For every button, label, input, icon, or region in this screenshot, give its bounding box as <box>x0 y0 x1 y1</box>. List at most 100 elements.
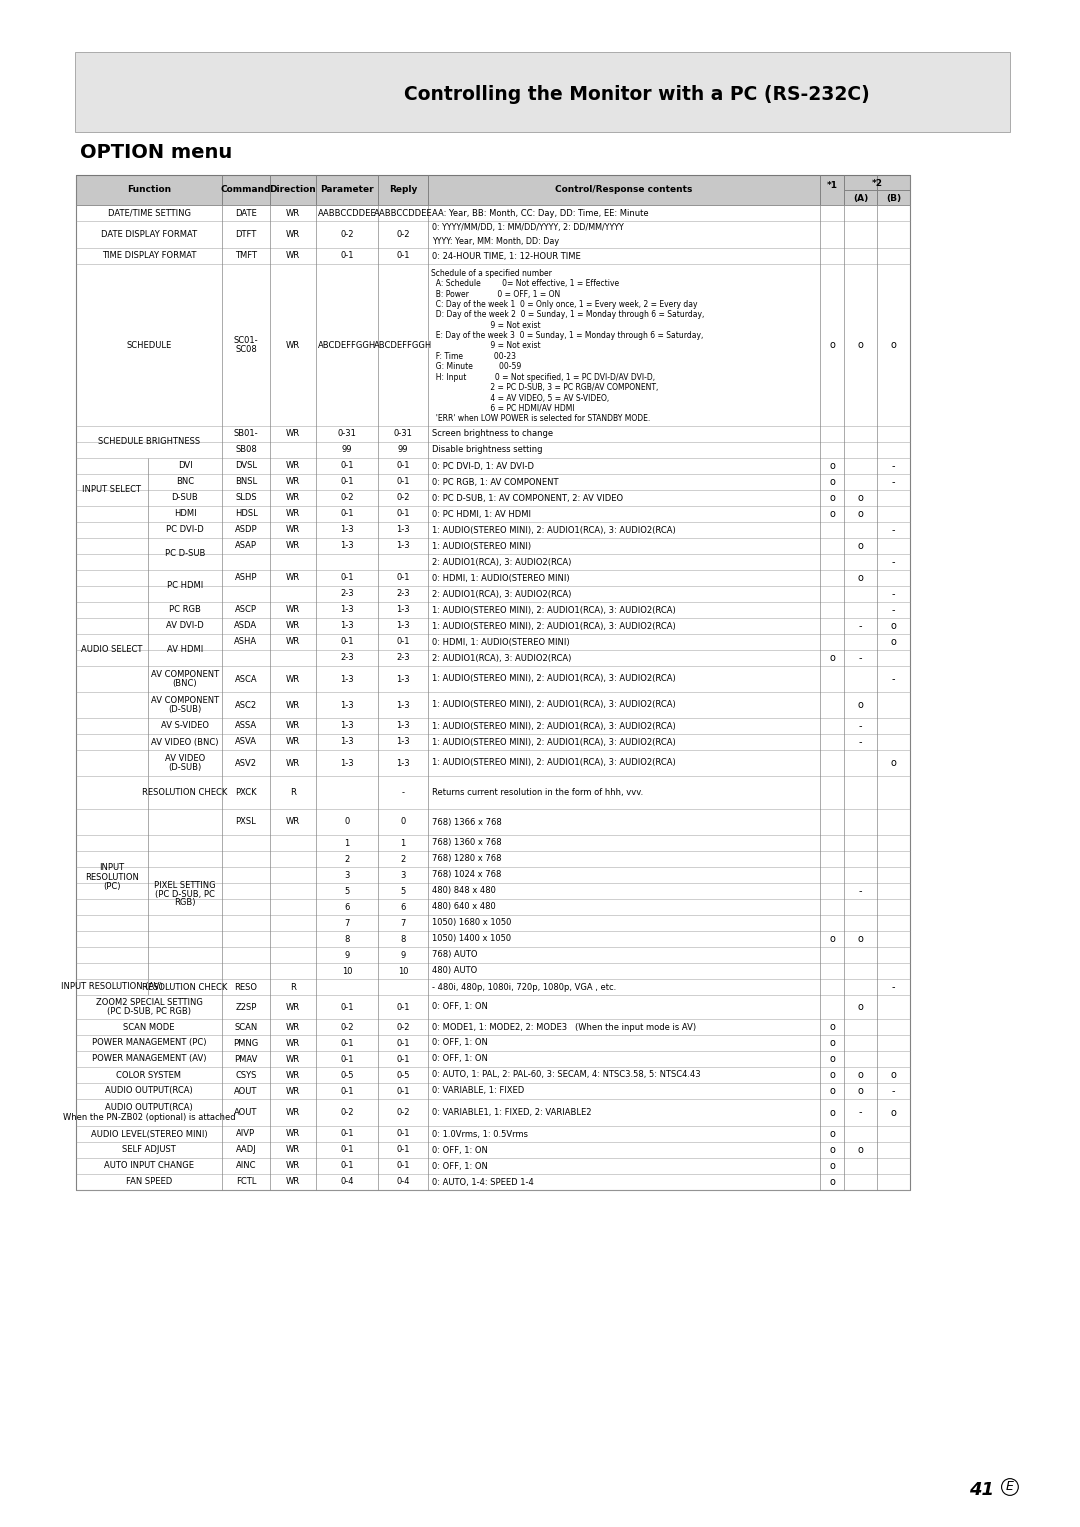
Text: SB01-: SB01- <box>233 429 258 438</box>
Text: 0: OFF, 1: ON: 0: OFF, 1: ON <box>432 1145 488 1154</box>
Text: 5: 5 <box>345 887 350 895</box>
Text: TMFT: TMFT <box>235 252 257 261</box>
Text: 4 = AV VIDEO, 5 = AV S-VIDEO,: 4 = AV VIDEO, 5 = AV S-VIDEO, <box>431 394 609 403</box>
Text: WR: WR <box>286 1070 300 1080</box>
Text: ASAP: ASAP <box>235 542 257 551</box>
Text: ABCDEFFGGH: ABCDEFFGGH <box>374 341 432 350</box>
Text: Parameter: Parameter <box>320 185 374 194</box>
Text: C: Day of the week 1  0 = Only once, 1 = Every week, 2 = Every day: C: Day of the week 1 0 = Only once, 1 = … <box>431 299 698 308</box>
Text: 2: 2 <box>345 855 350 863</box>
Text: B: Power            0 = OFF, 1 = ON: B: Power 0 = OFF, 1 = ON <box>431 290 561 298</box>
Text: PC D-SUB: PC D-SUB <box>165 550 205 559</box>
Text: 1-3: 1-3 <box>396 675 409 684</box>
Text: (D-SUB): (D-SUB) <box>168 764 202 773</box>
Text: PXCK: PXCK <box>235 788 257 797</box>
Text: WR: WR <box>286 1177 300 1186</box>
Text: COLOR SYSTEM: COLOR SYSTEM <box>117 1070 181 1080</box>
Text: 9: 9 <box>345 950 350 959</box>
Text: ASCP: ASCP <box>235 606 257 614</box>
Text: 0-1: 0-1 <box>340 1055 354 1063</box>
Text: o: o <box>858 699 863 710</box>
Text: WR: WR <box>286 574 300 582</box>
Text: SLDS: SLDS <box>235 493 257 502</box>
Text: INPUT RESOLUTION (AV): INPUT RESOLUTION (AV) <box>62 982 163 991</box>
Text: 0-1: 0-1 <box>396 637 409 646</box>
Text: WR: WR <box>286 637 300 646</box>
Bar <box>76 176 910 1190</box>
Text: WR: WR <box>286 231 300 240</box>
Text: AUDIO OUTPUT(RCA): AUDIO OUTPUT(RCA) <box>105 1087 193 1095</box>
Text: 0-1: 0-1 <box>340 637 354 646</box>
Text: 0-31: 0-31 <box>393 429 413 438</box>
Text: 480) AUTO: 480) AUTO <box>432 967 477 976</box>
Text: AV COMPONENT: AV COMPONENT <box>151 696 219 705</box>
Text: DVI: DVI <box>178 461 192 470</box>
Text: H: Input            0 = Not specified, 1 = PC DVI-D/AV DVI-D,: H: Input 0 = Not specified, 1 = PC DVI-D… <box>431 373 656 382</box>
Text: 0-1: 0-1 <box>340 510 354 519</box>
Text: 0: OFF, 1: ON: 0: OFF, 1: ON <box>432 1003 488 1011</box>
Text: 6: 6 <box>401 902 406 912</box>
Text: 2: AUDIO1(RCA), 3: AUDIO2(RCA): 2: AUDIO1(RCA), 3: AUDIO2(RCA) <box>432 557 571 567</box>
Text: AV S-VIDEO: AV S-VIDEO <box>161 721 210 730</box>
Text: AV VIDEO: AV VIDEO <box>165 754 205 764</box>
Text: o: o <box>891 637 896 647</box>
Text: 2: AUDIO1(RCA), 3: AUDIO2(RCA): 2: AUDIO1(RCA), 3: AUDIO2(RCA) <box>432 589 571 599</box>
Text: Command: Command <box>220 185 271 194</box>
Text: 0: 1.0Vrms, 1: 0.5Vrms: 0: 1.0Vrms, 1: 0.5Vrms <box>432 1130 528 1139</box>
Text: YYYY: Year, MM: Month, DD: Day: YYYY: Year, MM: Month, DD: Day <box>432 237 559 246</box>
Text: 1-3: 1-3 <box>340 606 354 614</box>
Text: 0-1: 0-1 <box>396 461 409 470</box>
Text: -: - <box>402 788 405 797</box>
Text: o: o <box>829 1128 835 1139</box>
Text: 0-1: 0-1 <box>396 574 409 582</box>
Text: Disable brightness setting: Disable brightness setting <box>432 446 542 455</box>
Text: 9: 9 <box>401 950 406 959</box>
Text: 1: 1 <box>345 838 350 847</box>
Text: Direction: Direction <box>270 185 316 194</box>
Text: 768) 1024 x 768: 768) 1024 x 768 <box>432 870 501 880</box>
Text: 9 = Not exist: 9 = Not exist <box>431 321 541 330</box>
Text: 1050) 1400 x 1050: 1050) 1400 x 1050 <box>432 935 511 944</box>
Text: -: - <box>892 673 895 684</box>
Text: 1: AUDIO(STEREO MINI), 2: AUDIO1(RCA), 3: AUDIO2(RCA): 1: AUDIO(STEREO MINI), 2: AUDIO1(RCA), 3… <box>432 525 676 534</box>
Text: ZOOM2 SPECIAL SETTING: ZOOM2 SPECIAL SETTING <box>95 997 202 1006</box>
Text: 1: AUDIO(STEREO MINI), 2: AUDIO1(RCA), 3: AUDIO2(RCA): 1: AUDIO(STEREO MINI), 2: AUDIO1(RCA), 3… <box>432 675 676 684</box>
Text: 0: OFF, 1: ON: 0: OFF, 1: ON <box>432 1162 488 1171</box>
Text: 1-3: 1-3 <box>340 621 354 631</box>
Text: WR: WR <box>286 721 300 730</box>
Text: 2: AUDIO1(RCA), 3: AUDIO2(RCA): 2: AUDIO1(RCA), 3: AUDIO2(RCA) <box>432 654 571 663</box>
Text: SCAN MODE: SCAN MODE <box>123 1023 175 1032</box>
Text: 0: AUTO, 1-4: SPEED 1-4: 0: AUTO, 1-4: SPEED 1-4 <box>432 1177 534 1186</box>
Text: AV VIDEO (BNC): AV VIDEO (BNC) <box>151 738 219 747</box>
Text: ASDP: ASDP <box>234 525 257 534</box>
Text: 8: 8 <box>345 935 350 944</box>
Text: BNC: BNC <box>176 478 194 487</box>
Text: 2-3: 2-3 <box>340 654 354 663</box>
Text: PC DVI-D: PC DVI-D <box>166 525 204 534</box>
Text: ABCDEFFGGH: ABCDEFFGGH <box>318 341 376 350</box>
Text: AV COMPONENT: AV COMPONENT <box>151 670 219 680</box>
Text: (BNC): (BNC) <box>173 680 198 689</box>
Text: 1: AUDIO(STEREO MINI), 2: AUDIO1(RCA), 3: AUDIO2(RCA): 1: AUDIO(STEREO MINI), 2: AUDIO1(RCA), 3… <box>432 738 676 747</box>
Text: 0: PC RGB, 1: AV COMPONENT: 0: PC RGB, 1: AV COMPONENT <box>432 478 558 487</box>
Text: ASSA: ASSA <box>235 721 257 730</box>
Text: 3: 3 <box>345 870 350 880</box>
Text: 1: AUDIO(STEREO MINI), 2: AUDIO1(RCA), 3: AUDIO2(RCA): 1: AUDIO(STEREO MINI), 2: AUDIO1(RCA), 3… <box>432 721 676 730</box>
Text: (PC): (PC) <box>104 883 121 892</box>
Text: AABBCCDDEE: AABBCCDDEE <box>318 209 376 217</box>
Text: INPUT: INPUT <box>99 863 124 872</box>
Text: 99: 99 <box>341 446 352 455</box>
Text: 3: 3 <box>401 870 406 880</box>
Text: WR: WR <box>286 493 300 502</box>
Text: o: o <box>829 1070 835 1080</box>
Text: 1: AUDIO(STEREO MINI), 2: AUDIO1(RCA), 3: AUDIO2(RCA): 1: AUDIO(STEREO MINI), 2: AUDIO1(RCA), 3… <box>432 759 676 768</box>
Text: (A): (A) <box>853 194 868 203</box>
Text: RESO: RESO <box>234 982 257 991</box>
Text: DTFT: DTFT <box>235 231 257 240</box>
Text: 10: 10 <box>397 967 408 976</box>
Text: SC01-: SC01- <box>233 336 258 345</box>
Text: 0-1: 0-1 <box>340 1162 354 1171</box>
Text: WR: WR <box>286 1109 300 1116</box>
Text: 768) 1360 x 768: 768) 1360 x 768 <box>432 838 501 847</box>
Text: 0-31: 0-31 <box>338 429 356 438</box>
